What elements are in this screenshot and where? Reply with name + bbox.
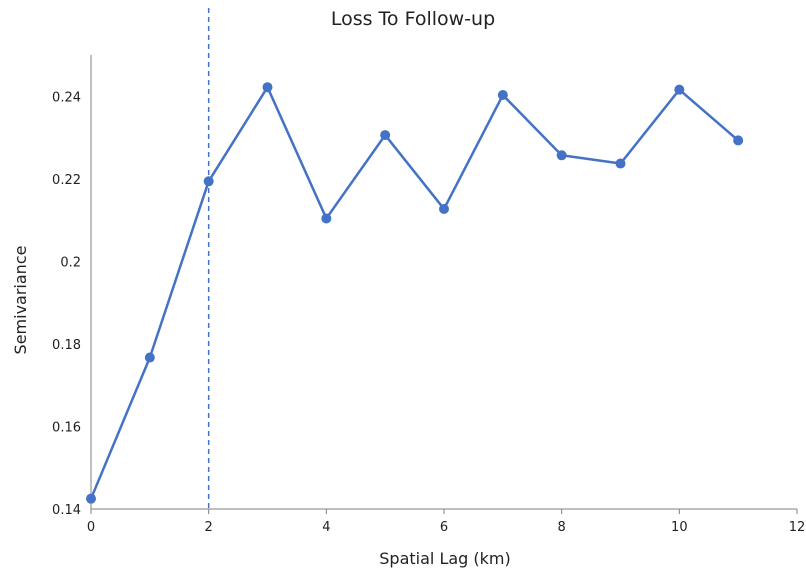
data-point <box>262 82 273 93</box>
data-point <box>497 90 508 101</box>
y-tick-label: 0.18 <box>52 338 81 353</box>
chart-title: Loss To Follow-up <box>331 8 495 30</box>
x-tick-label: 10 <box>671 520 688 535</box>
x-tick-label: 6 <box>440 520 448 535</box>
data-point <box>733 135 744 146</box>
x-tick-label: 4 <box>322 520 330 535</box>
y-tick-label: 0.24 <box>52 90 81 105</box>
data-point <box>321 213 332 224</box>
y-ticks: 0.14 0.16 0.18 0.2 0.22 0.24 <box>52 90 81 518</box>
x-tick-label: 0 <box>87 520 95 535</box>
x-tick-label: 2 <box>205 520 213 535</box>
data-point <box>556 150 567 161</box>
series-layer <box>86 82 744 504</box>
x-axis-label: Spatial Lag (km) <box>379 549 510 568</box>
y-tick-label: 0.2 <box>60 255 81 270</box>
data-point <box>203 176 214 187</box>
x-tick-label: 8 <box>558 520 566 535</box>
y-tick-label: 0.16 <box>52 420 81 435</box>
series-line <box>89 85 739 500</box>
x-tick-label: 12 <box>789 520 806 535</box>
data-point <box>615 158 626 169</box>
data-point <box>439 203 449 214</box>
data-point <box>674 84 685 95</box>
data-point <box>144 352 155 363</box>
data-point <box>86 493 96 504</box>
y-tick-label: 0.14 <box>52 503 81 518</box>
y-tick-label: 0.22 <box>52 173 81 188</box>
x-ticks: 0 2 4 6 8 10 12 <box>87 509 805 535</box>
data-point <box>380 130 391 141</box>
y-axis-label: Semivariance <box>11 246 30 355</box>
